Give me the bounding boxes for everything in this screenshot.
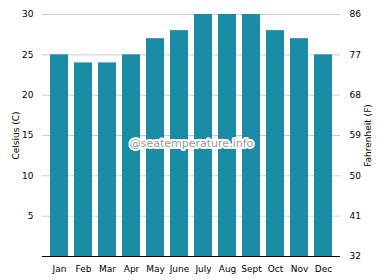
svg-text:25: 25 [22, 50, 33, 60]
svg-text:May: May [146, 264, 165, 274]
svg-text:Mar: Mar [99, 264, 116, 274]
svg-text:15: 15 [22, 130, 33, 140]
svg-text:32: 32 [350, 251, 361, 261]
svg-text:June: June [169, 264, 190, 274]
svg-text:Oct: Oct [268, 264, 284, 274]
svg-text:5: 5 [28, 211, 34, 221]
svg-text:Feb: Feb [76, 264, 92, 274]
svg-text:20: 20 [22, 90, 34, 100]
svg-text:41: 41 [350, 211, 361, 221]
svg-text:Dec: Dec [315, 264, 332, 274]
svg-text:Apr: Apr [124, 264, 140, 274]
svg-text:30: 30 [22, 9, 34, 19]
svg-text:July: July [194, 264, 212, 274]
svg-text:Aug: Aug [219, 264, 237, 274]
svg-text:Fahrenheit (F): Fahrenheit (F) [363, 104, 373, 167]
svg-text:Jan: Jan [52, 264, 67, 274]
svg-text:50: 50 [350, 171, 362, 181]
svg-text:Sept: Sept [241, 264, 262, 274]
svg-text:59: 59 [350, 130, 362, 140]
svg-text:86: 86 [350, 9, 362, 19]
svg-text:Nov: Nov [291, 264, 309, 274]
svg-text:68: 68 [350, 90, 362, 100]
svg-text:77: 77 [350, 50, 361, 60]
svg-text:10: 10 [22, 171, 34, 181]
svg-text:@seatemperature.info: @seatemperature.info [130, 137, 254, 150]
svg-text:Celsius (C): Celsius (C) [11, 111, 21, 159]
